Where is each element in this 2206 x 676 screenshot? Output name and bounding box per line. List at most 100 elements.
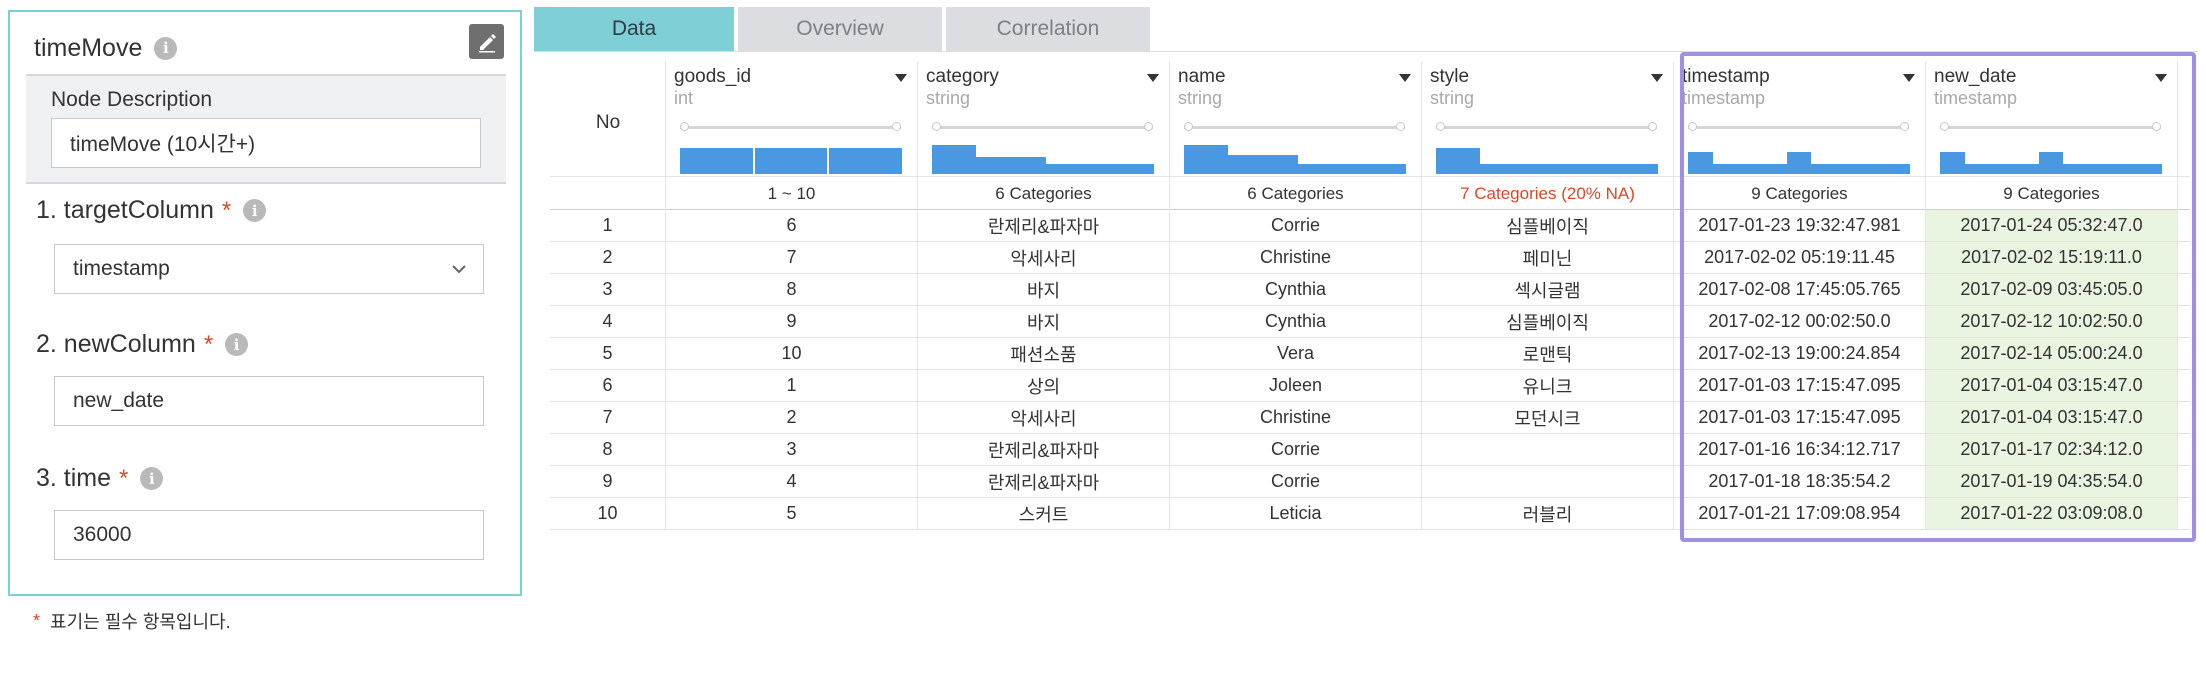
tab-data[interactable]: Data xyxy=(534,7,734,51)
table-cell: Cynthia xyxy=(1170,274,1422,305)
histogram-bar xyxy=(1436,148,1480,174)
table-cell: Cynthia xyxy=(1170,306,1422,337)
table-row: 8 3 란제리&파자마 Corrie 2017-01-16 16:34:12.717 20… xyxy=(550,434,2190,466)
column-header-timestamp[interactable]: timestamp timestamp xyxy=(1674,62,1926,176)
range-slider[interactable] xyxy=(1688,122,1909,131)
slider-handle[interactable] xyxy=(1940,122,1949,131)
slider-handle[interactable] xyxy=(1900,122,1909,131)
column-header-category[interactable]: category string xyxy=(918,62,1170,176)
column-name: timestamp xyxy=(1682,66,1770,87)
new-column-input[interactable]: new_date xyxy=(54,376,484,426)
column-name: name xyxy=(1178,66,1226,87)
node-settings-panel: timeMove i Node Description timeMove (10… xyxy=(8,10,522,596)
histogram-bar xyxy=(1811,164,1836,174)
tab-data-label: Data xyxy=(611,17,657,40)
range-slider[interactable] xyxy=(1184,122,1405,131)
column-menu-caret-icon[interactable] xyxy=(1651,74,1663,82)
node-description-input[interactable]: timeMove (10시간+) xyxy=(51,118,481,168)
info-icon[interactable]: i xyxy=(154,36,178,60)
histogram-bar xyxy=(2088,164,2113,174)
histogram-bar xyxy=(2014,164,2039,174)
histogram-bar xyxy=(1325,164,1352,174)
panel-title: timeMove xyxy=(34,33,143,62)
table-cell: 6 xyxy=(666,210,918,241)
slider-handle[interactable] xyxy=(1184,122,1193,131)
pencil-icon xyxy=(478,33,496,52)
histogram-bar xyxy=(1737,164,1762,174)
table-cell: Joleen xyxy=(1170,370,1422,401)
table-cell: 페미닌 xyxy=(1422,242,1674,273)
column-menu-caret-icon[interactable] xyxy=(1147,74,1159,82)
footnote-text: 표기는 필수 항목입니다. xyxy=(50,612,231,632)
histogram-bar xyxy=(1298,164,1325,174)
slider-handle[interactable] xyxy=(2152,122,2161,131)
histogram-bar xyxy=(1712,164,1738,174)
edit-button[interactable] xyxy=(469,24,504,59)
new-column-label: 2. newColumn * i xyxy=(36,330,249,359)
table-row: 10 5 스커트 Leticia 러블리 2017-01-21 17:09:08.954 2… xyxy=(550,498,2190,530)
slider-handle[interactable] xyxy=(1144,122,1153,131)
target-column-label-text: 1. targetColumn xyxy=(36,196,214,224)
histogram-bar xyxy=(1836,164,1861,174)
slider-handle[interactable] xyxy=(932,122,941,131)
tab-overview-label: Overview xyxy=(796,17,884,40)
table-cell: 10 xyxy=(666,338,918,369)
table-cell: 스커트 xyxy=(918,498,1170,529)
slider-handle[interactable] xyxy=(1648,122,1657,131)
column-summary: 9 Categories xyxy=(1926,177,2178,210)
histogram-bar xyxy=(1127,164,1154,174)
time-input[interactable]: 36000 xyxy=(54,510,484,560)
column-type: timestamp xyxy=(1934,88,2018,108)
column-menu-caret-icon[interactable] xyxy=(1399,74,1411,82)
column-header-name[interactable]: name string xyxy=(1170,62,1422,176)
table-cell: 2017-01-03 17:15:47.095 xyxy=(1674,370,1926,401)
column-header-goods-id[interactable]: goods_id int xyxy=(666,62,918,176)
column-header-new-date[interactable]: new_date timestamp xyxy=(1926,62,2178,176)
new-column-label-text: 2. newColumn xyxy=(36,330,196,358)
table-cell: 섹시글램 xyxy=(1422,274,1674,305)
slider-handle[interactable] xyxy=(1436,122,1445,131)
table-row: 3 8 바지 Cynthia 섹시글램 2017-02-08 17:45:05.765 20… xyxy=(550,274,2190,306)
column-header-style[interactable]: style string xyxy=(1422,62,1674,176)
required-star: * xyxy=(119,464,129,492)
table-cell: 로맨틱 xyxy=(1422,338,1674,369)
tab-correlation[interactable]: Correlation xyxy=(946,7,1150,51)
table-cell: 2017-01-21 17:09:08.954 xyxy=(1674,498,1926,529)
column-menu-caret-icon[interactable] xyxy=(1903,74,1915,82)
table-cell: 유니크 xyxy=(1422,370,1674,401)
histogram-bar xyxy=(829,148,902,174)
range-slider[interactable] xyxy=(932,122,1153,131)
chevron-down-icon xyxy=(452,265,466,274)
table-cell: 란제리&파자마 xyxy=(918,210,1170,241)
row-number: 7 xyxy=(550,402,666,433)
column-type: string xyxy=(926,88,971,108)
range-slider[interactable] xyxy=(1940,122,2161,131)
column-summary: 7 Categories (20% NA) xyxy=(1422,177,1674,210)
info-icon[interactable]: i xyxy=(140,467,164,490)
table-cell: 란제리&파자마 xyxy=(918,434,1170,465)
slider-handle[interactable] xyxy=(1688,122,1697,131)
column-menu-caret-icon[interactable] xyxy=(2155,74,2167,82)
time-value: 36000 xyxy=(73,523,132,546)
tab-overview[interactable]: Overview xyxy=(738,7,942,51)
table-cell: Christine xyxy=(1170,242,1422,273)
table-cell: 2017-01-17 02:34:12.0 xyxy=(1926,434,2178,465)
table-cell: 악세사리 xyxy=(918,242,1170,273)
slider-handle[interactable] xyxy=(892,122,901,131)
column-summary: 6 Categories xyxy=(918,177,1170,210)
histogram-bar xyxy=(1885,164,1910,174)
slider-handle[interactable] xyxy=(680,122,689,131)
table-cell: 5 xyxy=(666,498,918,529)
table-cell: 란제리&파자마 xyxy=(918,466,1170,497)
slider-handle[interactable] xyxy=(1396,122,1405,131)
column-menu-caret-icon[interactable] xyxy=(895,74,907,82)
histogram-bar xyxy=(1046,164,1073,174)
table-body: 1 6 란제리&파자마 Corrie 심플베이직 2017-01-23 19:32:47.… xyxy=(550,210,2190,530)
info-icon[interactable]: i xyxy=(243,199,267,222)
histogram-bar xyxy=(932,145,976,174)
histogram-bar xyxy=(680,148,753,174)
range-slider[interactable] xyxy=(1436,122,1657,131)
range-slider[interactable] xyxy=(680,122,901,131)
target-column-select[interactable]: timestamp xyxy=(54,244,484,294)
info-icon[interactable]: i xyxy=(225,333,249,356)
